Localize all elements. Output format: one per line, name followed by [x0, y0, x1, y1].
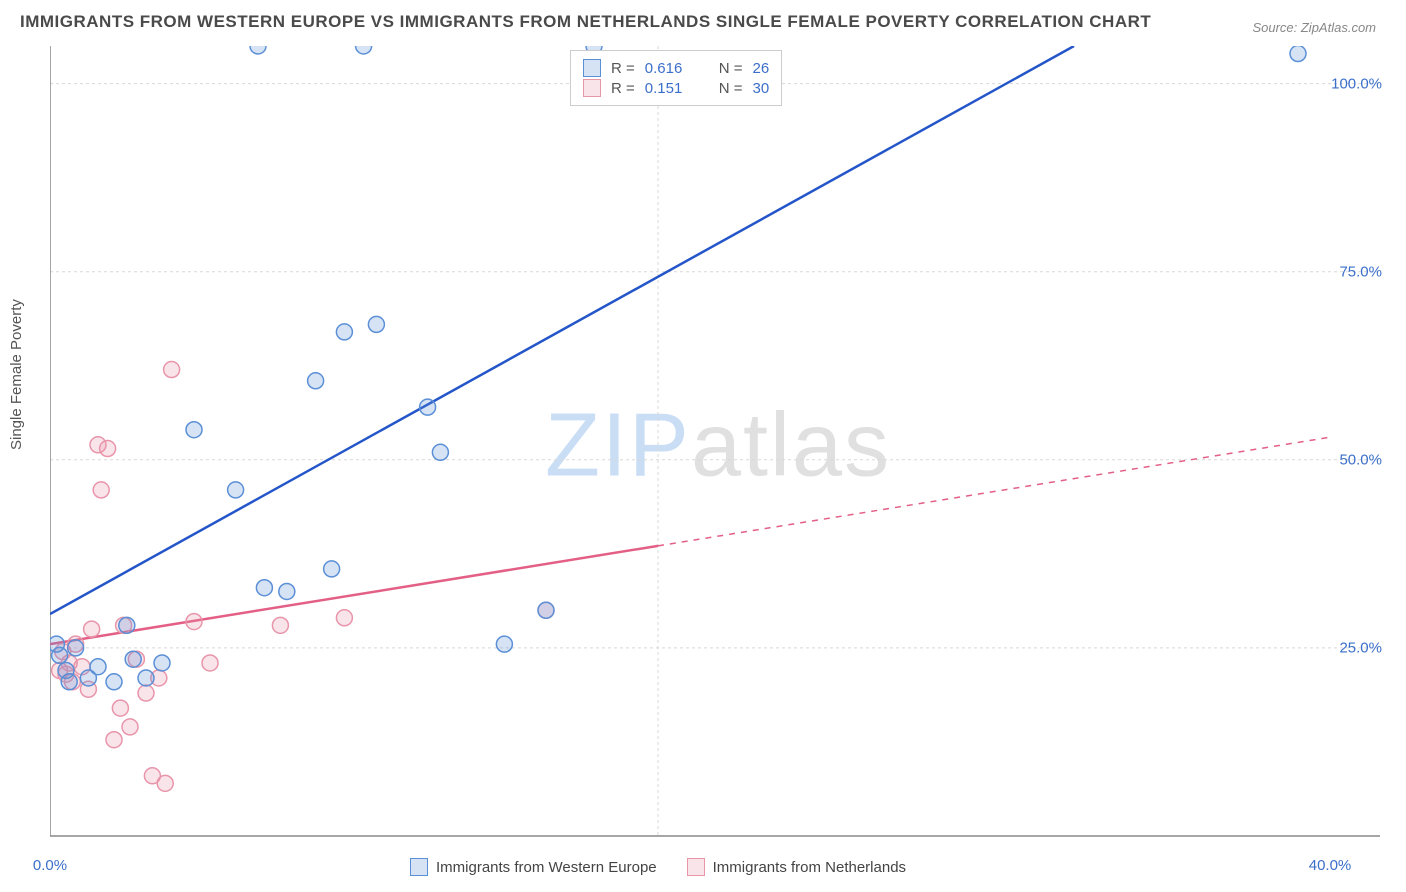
r-label: R = [611, 80, 635, 97]
legend-swatch-bottom-2 [687, 858, 705, 876]
scatter-chart [50, 46, 1386, 846]
legend-swatch-1 [583, 59, 601, 77]
n-label: N = [719, 60, 743, 77]
series-name-2: Immigrants from Netherlands [713, 859, 906, 876]
y-axis-label: Single Female Poverty [8, 299, 25, 450]
chart-title: IMMIGRANTS FROM WESTERN EUROPE VS IMMIGR… [20, 12, 1151, 32]
correlation-legend: R = 0.616 N = 26 R = 0.151 N = 30 [570, 50, 782, 106]
source-label: Source: ZipAtlas.com [1252, 20, 1376, 35]
r-value-1: 0.616 [645, 60, 701, 77]
y-tick-label: 75.0% [1339, 263, 1382, 280]
n-value-2: 30 [753, 80, 770, 97]
legend-swatch-bottom-1 [410, 858, 428, 876]
legend-swatch-2 [583, 79, 601, 97]
chart-area: ZIPatlas R = 0.616 N = 26 R = 0.151 N = … [50, 46, 1386, 846]
legend-row-series-1: R = 0.616 N = 26 [583, 59, 769, 77]
legend-item-1: Immigrants from Western Europe [410, 858, 657, 876]
legend-row-series-2: R = 0.151 N = 30 [583, 79, 769, 97]
y-tick-label: 100.0% [1331, 75, 1382, 92]
n-value-1: 26 [753, 60, 770, 77]
series-legend: Immigrants from Western Europe Immigrant… [410, 858, 906, 876]
x-tick-label: 40.0% [1309, 857, 1352, 874]
y-tick-label: 50.0% [1339, 451, 1382, 468]
y-tick-label: 25.0% [1339, 639, 1382, 656]
x-tick-label: 0.0% [33, 857, 67, 874]
r-label: R = [611, 60, 635, 77]
n-label: N = [719, 80, 743, 97]
series-name-1: Immigrants from Western Europe [436, 859, 657, 876]
legend-item-2: Immigrants from Netherlands [687, 858, 906, 876]
r-value-2: 0.151 [645, 80, 701, 97]
